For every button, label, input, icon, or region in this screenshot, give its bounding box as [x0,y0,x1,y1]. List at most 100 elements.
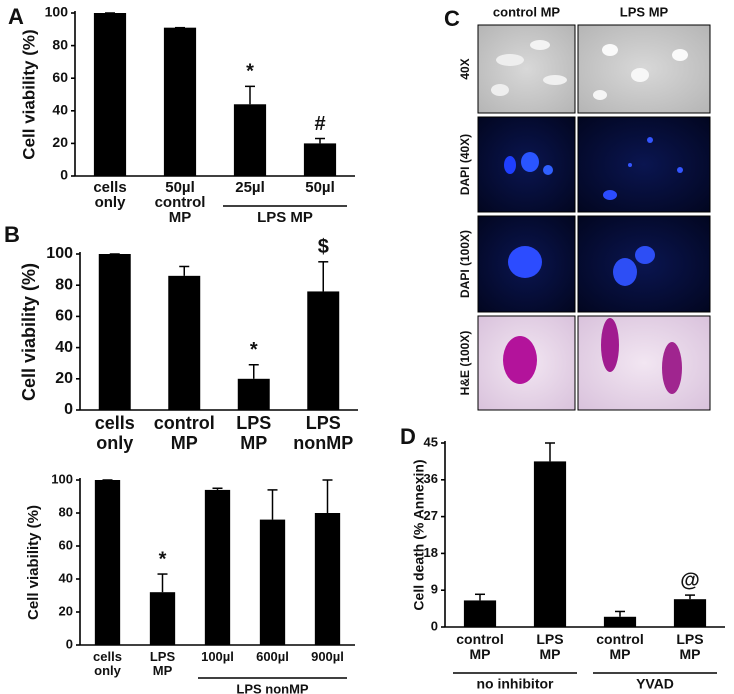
y-axis-label: Cell viability (%) [19,29,38,159]
x-tick-label-line: only [95,194,126,211]
x-tick-label-line: 50µl [165,179,195,196]
column-label: LPS MP [620,4,669,19]
y-tick-label: 100 [46,245,73,262]
x-tick-label-line: only [96,433,133,453]
cell [662,342,682,394]
significance-marker: $ [318,236,329,258]
x-tick-label-line: LPS [676,631,703,647]
x-tick-label: LPS nonMP [293,413,353,453]
x-tick-label: control MP [596,631,643,662]
x-tick-label-line: MP [153,663,173,678]
y-tick-label: 40 [52,102,68,118]
micrograph [577,315,711,411]
x-tick-label: 50µl [305,179,335,196]
y-tick-label: 80 [55,276,73,293]
x-tick-label-line: only [94,663,121,678]
x-tick-label-line: 50µl [305,179,335,196]
cell [628,163,632,167]
x-tick-label-line: 100µl [201,649,234,664]
x-tick-label-line: control [596,631,643,647]
cell [677,167,683,173]
y-tick-label: 20 [55,370,73,387]
significance-marker: @ [680,569,700,591]
bar [307,291,340,410]
x-tick-label-line: nonMP [293,433,353,453]
cell [647,137,653,143]
micrograph [477,24,576,114]
x-tick-label-line: cells [93,649,122,664]
x-tick-label-line: LPS [150,649,176,664]
panel-label: B [4,222,20,247]
x-tick-label-line: MP [470,646,491,662]
x-tick-label-line: LPS [306,413,341,433]
group-label: YVAD [636,676,674,692]
x-tick-label: control MP [154,413,215,453]
bar [149,592,176,645]
panel-label: A [8,4,24,29]
significance-marker: * [246,61,254,83]
significance-marker: # [314,113,325,135]
y-tick-label: 60 [52,69,68,85]
bar [603,616,637,627]
y-tick-label: 0 [64,401,73,418]
cell [504,156,516,174]
row-label: 40X [458,58,472,79]
group-label: LPS nonMP [236,681,309,694]
bar [94,480,121,645]
x-tick-label-line: MP [171,433,198,453]
y-tick-label: 60 [59,537,73,552]
x-tick-label: cells only [95,413,135,453]
x-tick-label: LPS MP [236,413,271,453]
x-tick-label-line: control [154,413,215,433]
row-label: DAPI (100X) [458,230,472,298]
x-tick-label: 600µl [256,649,289,664]
bar [163,27,197,177]
y-tick-label: 40 [59,570,73,585]
y-axis-label: Cell viability (%) [25,505,42,620]
x-tick-label: LPS MP [676,631,703,662]
cell [601,318,619,372]
y-tick-label: 0 [431,618,438,633]
x-tick-label-line: cells [95,413,135,433]
x-tick-label-line: 900µl [311,649,344,664]
cell [672,49,688,61]
bar [533,461,567,627]
x-tick-label: 900µl [311,649,344,664]
cell [521,152,539,172]
micrograph [577,116,711,213]
row-label: H&E (100X) [458,331,472,396]
y-tick-label: 0 [60,167,68,183]
bar [259,519,286,645]
micrograph [577,215,711,313]
x-tick-label-line: MP [240,433,267,453]
bar [98,254,131,410]
x-tick-label: 25µl [235,179,265,196]
cell [593,90,607,100]
x-tick-label: 100µl [201,649,234,664]
cell [543,165,553,175]
x-tick-label: cells only [93,179,126,211]
x-tick-label: control MP [456,631,503,662]
bar [303,143,337,176]
y-tick-label: 60 [55,308,73,325]
y-axis-label: Cell viability (%) [19,263,39,401]
cell [613,258,637,286]
x-tick-label-line: MP [610,646,631,662]
column-label: control MP [493,4,560,19]
y-tick-label: 40 [55,339,73,356]
bar [233,104,267,176]
bar [463,600,497,627]
y-tick-label: 100 [45,4,69,20]
panel-label: C [444,6,460,31]
cell [496,54,524,66]
bar [93,13,127,176]
y-tick-label: 27 [424,508,438,523]
significance-marker: * [159,548,167,570]
cell [503,336,537,384]
bar [673,599,707,627]
cell [508,246,542,278]
x-tick-label-line: MP [680,646,701,662]
y-tick-label: 45 [424,434,438,449]
x-tick-label-line: MP [169,209,192,226]
